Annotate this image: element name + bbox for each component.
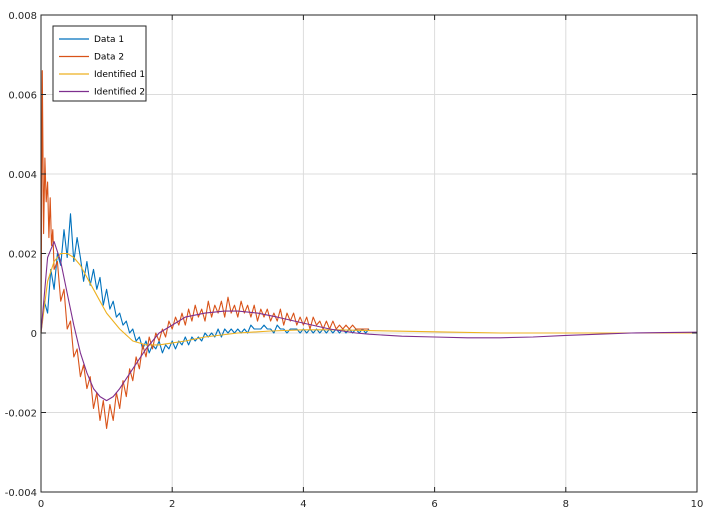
y-tick-label: 0.006: [8, 91, 37, 102]
legend-label: Data 1: [94, 35, 124, 45]
x-tick-label: 4: [300, 499, 306, 510]
series-line-4: [40, 241, 698, 402]
x-tick-label: 8: [563, 499, 569, 510]
y-tick-label: -0.004: [5, 488, 37, 499]
x-tick-label: 10: [691, 499, 704, 510]
x-tick-label: 0: [38, 499, 44, 510]
series-line-1: [40, 213, 370, 354]
axis-ticks: 0 2 4 6 8 10 -0.004 -0.002 0 0.002 0.004 0.006 0.008: [5, 11, 704, 510]
series-lines: [40, 70, 698, 429]
y-tick-label: 0.002: [8, 250, 37, 261]
x-tick-label: 6: [431, 499, 437, 510]
y-tick-label: 0.004: [8, 170, 37, 181]
y-tick-label: -0.002: [5, 409, 37, 420]
x-tick-label: 2: [169, 499, 175, 510]
series-line-3: [40, 252, 697, 346]
y-tick-label: 0: [31, 329, 37, 340]
legend: Data 1 Data 2 Identified 1 Identified 2: [52, 25, 147, 102]
series-line-2: [40, 70, 369, 429]
y-tick-label: 0.008: [8, 11, 37, 22]
legend-label: Identified 1: [94, 70, 145, 80]
legend-label: Identified 2: [94, 88, 145, 98]
legend-label: Data 2: [94, 53, 124, 63]
